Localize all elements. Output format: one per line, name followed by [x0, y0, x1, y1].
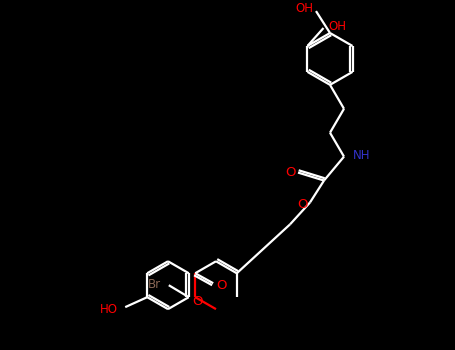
Text: O: O: [285, 166, 295, 179]
Text: O: O: [216, 279, 227, 292]
Text: OH: OH: [329, 20, 347, 33]
Text: O: O: [192, 295, 202, 308]
Text: NH: NH: [353, 149, 371, 162]
Text: HO: HO: [100, 303, 118, 316]
Text: OH: OH: [295, 2, 313, 15]
Text: Br: Br: [148, 278, 162, 291]
Text: O: O: [297, 198, 307, 211]
